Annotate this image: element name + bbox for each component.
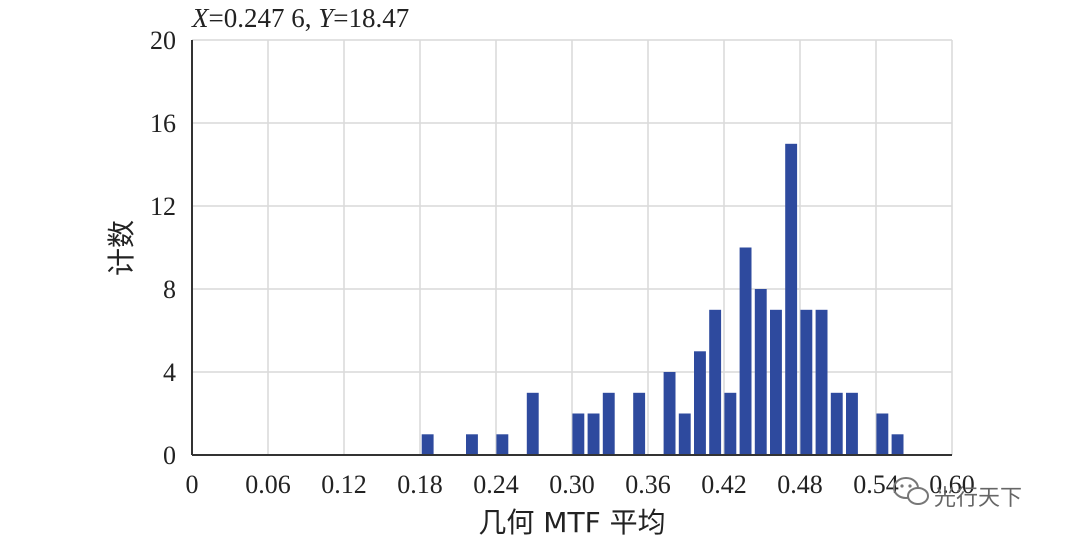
x-tick-labels: 0 0.06 0.12 0.18 0.24 0.30 0.36 0.42 0.48 0.54 0.6… (186, 470, 975, 499)
bar (526, 392, 539, 456)
x-tick-label: 0.54 (853, 470, 899, 499)
bar (739, 247, 752, 455)
grid-lines (192, 39, 953, 455)
x-tick-label: 0 (186, 470, 199, 499)
y-tick-label: 16 (150, 109, 176, 138)
x-tick-label: 0.36 (625, 470, 671, 499)
x-tick-label: 0.30 (549, 470, 595, 499)
y-axis-title: 计数 (105, 220, 138, 276)
readout-x-var: X (191, 3, 210, 33)
x-tick-label: 0.12 (321, 470, 367, 499)
bar (815, 309, 828, 456)
bar (785, 143, 798, 456)
bar (891, 434, 904, 456)
bar (830, 392, 843, 456)
y-tick-label: 8 (163, 275, 176, 304)
x-tick-label: 0.06 (245, 470, 291, 499)
bar (678, 413, 691, 455)
bar (754, 289, 767, 455)
x-tick-label: 0.24 (473, 470, 519, 499)
bar (587, 413, 600, 455)
bar (800, 309, 813, 456)
bar (602, 392, 615, 456)
watermark-text: 光行天下 (934, 486, 1022, 511)
y-tick-label: 4 (163, 358, 176, 387)
bar (633, 392, 646, 456)
x-tick-label: 0.42 (701, 470, 747, 499)
x-tick-label: 0.18 (397, 470, 443, 499)
readout-x-value: =0.247 6, (209, 3, 319, 33)
bar (421, 434, 434, 456)
bars-group (421, 143, 904, 456)
x-tick-label: 0.48 (777, 470, 823, 499)
axes (191, 40, 952, 456)
y-tick-label: 0 (163, 441, 176, 470)
bar (876, 413, 889, 455)
y-tick-label: 20 (150, 26, 176, 55)
readout-y-value: =18.47 (333, 3, 409, 33)
bar (496, 434, 509, 456)
wechat-icon (893, 477, 929, 505)
watermark: 光行天下 (893, 477, 1022, 511)
bar (572, 413, 585, 455)
bar (694, 351, 706, 456)
bar (466, 434, 478, 456)
bar (770, 309, 782, 456)
y-tick-label: 12 (150, 192, 176, 221)
x-tick-label: 0.60 (929, 470, 975, 499)
cursor-readout: X=0.247 6, Y=18.47 (191, 3, 409, 33)
bar (846, 392, 858, 456)
x-axis-title: 几何 MTF 平均 (478, 506, 665, 539)
readout-y-var: Y (318, 3, 336, 33)
y-tick-labels: 0 4 8 12 16 20 (150, 26, 176, 470)
bar (709, 309, 722, 456)
bar (663, 372, 676, 455)
bar (724, 392, 737, 456)
